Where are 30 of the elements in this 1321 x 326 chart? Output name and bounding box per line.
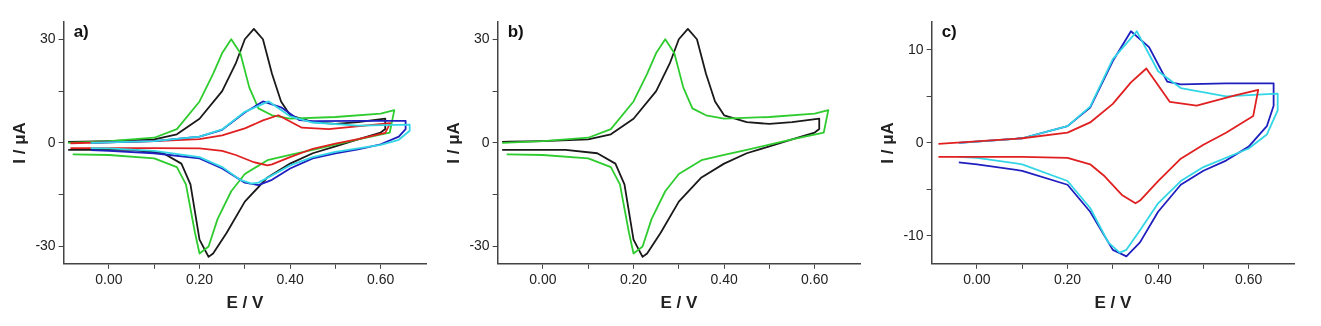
x-tick-label: 0.00 <box>529 271 557 288</box>
y-tick-label: 30 <box>40 30 56 47</box>
chart-title: c) <box>941 22 957 42</box>
x-tick-label: 0.20 <box>185 271 214 288</box>
x-tick-label: 0.00 <box>95 271 123 288</box>
chart-title: a) <box>73 22 89 42</box>
y-axis-title: I / μA <box>877 122 897 164</box>
y-tick-label: 10 <box>908 40 924 57</box>
x-tick-label: 0.40 <box>1144 271 1172 288</box>
x-axis-title: E / V <box>660 293 698 313</box>
x-axis-title: E / V <box>226 293 264 313</box>
y-tick-label: -30 <box>35 237 56 254</box>
x-tick-label: 0.40 <box>710 271 738 288</box>
y-axis-title: I / μA <box>443 122 463 164</box>
chart-title: b) <box>507 22 524 42</box>
x-tick-label: 0.00 <box>963 271 991 288</box>
x-tick-label: 0.40 <box>276 271 304 288</box>
x-tick-label: 0.60 <box>367 271 395 288</box>
x-axis-title: E / V <box>1094 293 1132 313</box>
x-tick-label: 0.20 <box>619 271 648 288</box>
y-tick-label: 0 <box>481 133 490 150</box>
x-tick-label: 0.20 <box>1053 271 1082 288</box>
x-tick-label: 0.60 <box>801 271 829 288</box>
y-tick-label: -10 <box>903 226 924 243</box>
y-tick-label: 30 <box>474 30 490 47</box>
x-tick-label: 0.60 <box>1235 271 1263 288</box>
y-tick-label: -30 <box>469 237 490 254</box>
y-tick-label: 0 <box>47 133 56 150</box>
y-axis-title: I / μA <box>9 122 29 164</box>
y-tick-label: 0 <box>915 133 924 150</box>
